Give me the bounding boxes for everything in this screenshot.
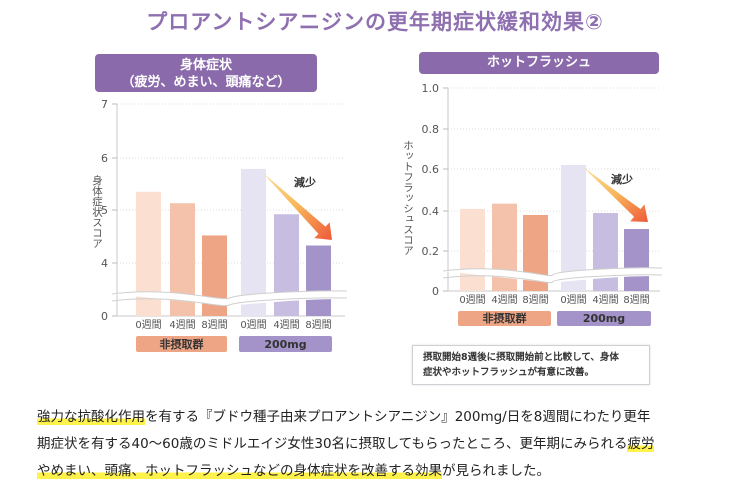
- chart1-x-label: 0週間: [240, 319, 266, 331]
- chart2-ytick-label: 0: [432, 285, 439, 298]
- chart1-bar: [241, 168, 266, 316]
- chart1-ytick-label: 0: [101, 310, 108, 323]
- chart1-subtitle: （疲労、めまい、頭痛など）: [121, 75, 291, 90]
- chart1-y-axis-label: 身体症状スコア: [91, 174, 103, 248]
- chart1-axis-break-line: [111, 290, 348, 300]
- chart2-bar: [460, 208, 485, 291]
- description-highlight-3: やめまい、頭痛、ホットフラッシュなどの身体症状を改善する効果: [37, 463, 442, 479]
- description-text-2: 期症状を有する40～60歳のミドルエイジ女性30名に摂取してもらったところ、更年…: [37, 436, 628, 452]
- chart1-group-label-bg: [239, 336, 332, 352]
- chart2-ytick-label: 0.6: [422, 163, 440, 176]
- chart2-group-label-bg: [458, 311, 551, 326]
- chart2-decrease-arrow: [583, 167, 648, 222]
- chart2-bar: [624, 229, 649, 291]
- chart1-group-label: 非摂取群: [160, 337, 204, 351]
- description: 強力な抗酸化作用を有する『ブドウ種子由来プロアントシアニジン』200mg/日を8…: [37, 404, 727, 485]
- chart2-group-label: 非摂取群: [483, 311, 527, 325]
- description-highlight-1: 強力な抗酸化作用: [37, 409, 145, 425]
- chart1-axis-break-line: [111, 297, 348, 307]
- chart2-group-label: 200mg: [583, 312, 625, 325]
- note-line-1: 摂取開始8週後に摂取開始前と比較して、身体: [423, 352, 619, 363]
- chart2-y-axis-label: ホットフラッシュスコア: [402, 140, 414, 256]
- chart1-annotation: 減少: [294, 175, 316, 189]
- chart1-x-label: 0週間: [135, 319, 161, 331]
- chart2-ytick-label: 1.0: [422, 82, 440, 95]
- chart1-group-label: 200mg: [264, 338, 306, 351]
- chart1-x-label: 4週間: [273, 319, 299, 331]
- chart1-ytick-label: 6: [101, 152, 108, 165]
- chart2-group-label-bg: [557, 311, 651, 326]
- chart1-group-label-bg: [136, 336, 227, 352]
- note-line-2: 症状やホットフラッシュが有意に改善。: [423, 367, 595, 378]
- chart1-ytick-label: 7: [101, 98, 108, 111]
- chart1-x-label: 4週間: [169, 319, 195, 331]
- chart2-ytick-label: 0.4: [422, 205, 440, 218]
- chart2-title: ホットフラッシュ: [486, 55, 591, 70]
- chart2-header: ホットフラッシュ: [419, 52, 659, 74]
- chart2-x-label: 0週間: [560, 294, 586, 306]
- chart2-axis-break-line: [442, 267, 663, 277]
- chart1-x-label: 8週間: [305, 319, 331, 331]
- chart1-ytick-label: 4: [101, 257, 108, 270]
- chart2-axis-break-line: [442, 274, 663, 284]
- chart2-x-label: 4週間: [491, 294, 517, 306]
- chart1-header: 身体症状 （疲労、めまい、頭痛など）: [95, 54, 317, 92]
- chart2-x-label: 4週間: [592, 294, 618, 306]
- chart2-x-label: 8週間: [522, 294, 548, 306]
- chart2-bar: [593, 213, 618, 291]
- chart1-bar: [306, 245, 331, 316]
- chart1-title: 身体症状: [179, 58, 232, 73]
- chart2-annotation: 減少: [611, 172, 633, 186]
- chart1-x-label: 8週間: [201, 319, 227, 331]
- chart1-decrease-arrow: [262, 172, 332, 240]
- description-highlight-2: 疲労: [627, 436, 655, 452]
- chart2-x-label: 8週間: [623, 294, 649, 306]
- chart2-ytick-label: 0.8: [422, 123, 440, 136]
- description-text-3: が見られました。: [442, 463, 550, 479]
- chart1-ytick-label: 5: [101, 204, 108, 217]
- chart2-x-label: 0週間: [459, 294, 485, 306]
- description-text-1: を有する『ブドウ種子由来プロアントシアニジン』200mg/日を8週間にわたり更年: [145, 409, 651, 425]
- chart2-ytick-label: 0.2: [422, 245, 440, 258]
- page-title: プロアントシアニジンの更年期症状緩和効果②: [146, 10, 604, 34]
- result-note: 摂取開始8週後に摂取開始前と比較して、身体 症状やホットフラッシュが有意に改善。: [412, 345, 650, 385]
- charts-canvas: 045670週間 4週間 8週間 0週間 4週間 8週間非摂取群 200mg身体症状スコア減…: [91, 82, 663, 352]
